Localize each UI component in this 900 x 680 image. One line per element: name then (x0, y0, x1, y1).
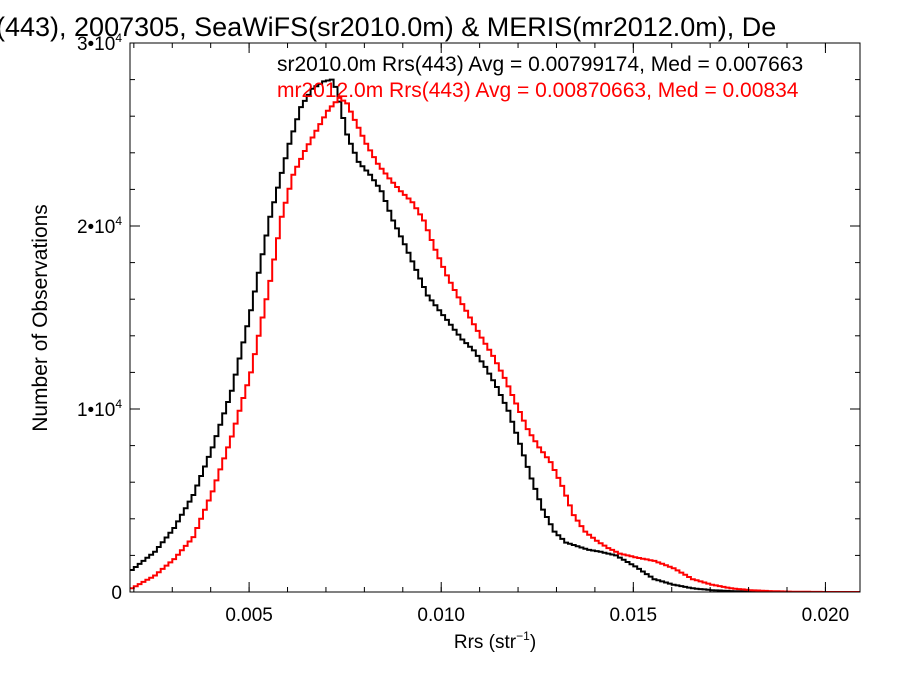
x-tick-label: 0.010 (417, 605, 465, 626)
x-tick-label: 0.015 (610, 605, 658, 626)
chart-title: (443), 2007305, SeaWiFS(sr2010.0m) & MER… (0, 12, 776, 42)
legend-entry-sr2010: sr2010.0m Rrs(443) Avg = 0.00799174, Med… (277, 53, 803, 76)
y-tick-label: 2•104 (77, 214, 122, 238)
x-axis-label-base: Rrs (str (454, 632, 517, 653)
y-tick-label: 1•104 (77, 397, 122, 421)
x-tick-label: 0.020 (802, 605, 850, 626)
y-tick-label: 0 (111, 583, 122, 604)
x-axis-label-superscript: −1 (516, 629, 530, 643)
x-axis: 0.005 0.010 0.015 0.020 (133, 43, 850, 626)
legend-entry-mr2012: mr2012.0m Rrs(443) Avg = 0.00870663, Med… (277, 79, 799, 102)
x-tick-label: 0.005 (225, 605, 273, 626)
series-line-1 (130, 96, 860, 592)
plot-area (130, 78, 860, 592)
x-axis-label: Rrs (str−1) (454, 629, 536, 653)
x-axis-label-close: ) (530, 632, 536, 653)
y-axis-label: Number of Observations (29, 204, 52, 432)
y-axis: 0 1•104 2•104 3•104 (77, 31, 860, 604)
plot-frame (129, 42, 861, 593)
y-tick-label: 3•104 (77, 31, 122, 55)
series-line-0 (130, 78, 860, 592)
